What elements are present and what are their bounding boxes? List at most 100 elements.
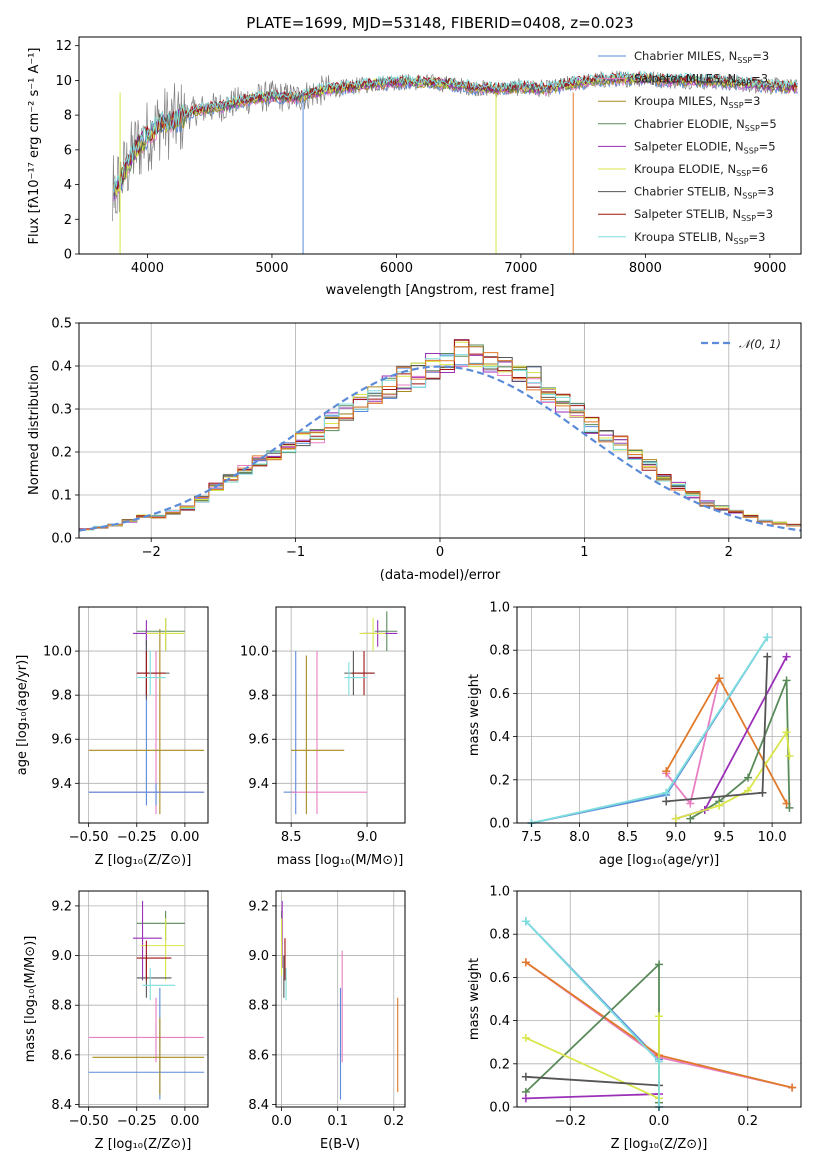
residuals-xlabel: (data-model)/error bbox=[380, 568, 501, 583]
legend-label-sub: SSP bbox=[745, 124, 760, 133]
mass-weight-vs-age-panel: 7.5 8.0 8.5 9.0 9.5 10.0 0.0 0.2 0.4 0.6 0.8 1.0 ag… bbox=[467, 601, 802, 868]
tick-label-x: 9.5 bbox=[714, 830, 735, 845]
legend-label-suffix: =3 bbox=[756, 207, 773, 221]
legend-label-sub: SSP bbox=[741, 214, 756, 223]
mass-vs-ebv-panel: 0.0 0.1 0.2 8.4 8.6 8.8 9.0 9.2 E(B-V) bbox=[248, 890, 406, 1152]
legend-label: Salpeter STELIB, NSSP=3 bbox=[634, 207, 773, 223]
tick-label-y: 0.8 bbox=[489, 928, 510, 943]
tick-label-x: 2 bbox=[725, 545, 733, 560]
tick-label-y: 6 bbox=[64, 143, 72, 158]
tick-label-x: −1 bbox=[286, 545, 305, 560]
legend-label-suffix: =6 bbox=[751, 162, 768, 176]
mw-z-xlabel: Z [log₁₀(Z/Z⊙)] bbox=[611, 1137, 708, 1152]
tick-label-y: 8 bbox=[64, 109, 72, 124]
tick-label-y: 8.8 bbox=[51, 999, 72, 1014]
tick-label-x: 0.0 bbox=[271, 1114, 292, 1129]
histogram-step bbox=[79, 346, 801, 530]
legend-label: Kroupa STELIB, NSSP=3 bbox=[634, 230, 765, 246]
mass-z-xlabel: Z [log₁₀(Z/Z⊙)] bbox=[95, 1137, 192, 1152]
legend-label-sub: SSP bbox=[744, 146, 759, 155]
tick-label-y: 0.2 bbox=[489, 1057, 510, 1072]
tick-label-y: 1.0 bbox=[489, 885, 510, 900]
tick-label-y: 9.0 bbox=[248, 949, 269, 964]
tick-label-y: 8.4 bbox=[248, 1098, 269, 1113]
legend-label: 𝒩(0, 1) bbox=[739, 337, 781, 351]
tick-label-x: 5000 bbox=[255, 261, 288, 276]
tick-label-y: 9.8 bbox=[248, 689, 269, 704]
tick-label-y: 9.4 bbox=[51, 777, 72, 792]
mass-ebv-xlabel: E(B-V) bbox=[320, 1137, 360, 1152]
spectrum-xlabel: wavelength [Angstrom, rest frame] bbox=[326, 283, 555, 298]
age-vs-z-panel: −0.50 −0.25 0.00 9.4 9.6 9.8 10.0 Z [log₁₀(Z/Z… bbox=[15, 606, 209, 868]
tick-label-x: −0.25 bbox=[117, 830, 157, 845]
legend-label: Salpeter ELODIE, NSSP=5 bbox=[634, 139, 776, 155]
tick-label-y: 12 bbox=[55, 39, 72, 54]
spectrum-title: PLATE=1699, MJD=53148, FIBERID=0408, z=0… bbox=[246, 14, 633, 32]
tick-label-y: 9.2 bbox=[248, 899, 269, 914]
legend-label: Chabrier ELODIE, NSSP=5 bbox=[634, 117, 777, 133]
legend-label: Salpeter MILES, NSSP=3 bbox=[634, 72, 768, 88]
tick-label-y: 0.2 bbox=[489, 773, 510, 788]
tick-label-y: 2 bbox=[64, 213, 72, 228]
tick-label-y: 8.6 bbox=[248, 1048, 269, 1063]
legend-label-suffix: =3 bbox=[752, 49, 769, 63]
tick-label-y: 0.6 bbox=[489, 687, 510, 702]
tick-label-x: −0.50 bbox=[69, 830, 109, 845]
tick-label-x: 8.0 bbox=[569, 830, 590, 845]
legend-label-sub: SSP bbox=[737, 56, 752, 65]
tick-label-y: 0 bbox=[64, 248, 72, 263]
spectrum-ylabel: Flux [fλ10⁻¹⁷ erg cm⁻² s⁻¹ A⁻¹] bbox=[27, 48, 42, 245]
spectrum-panel: PLATE=1699, MJD=53148, FIBERID=0408, z=0… bbox=[27, 14, 802, 298]
legend-label-sub: SSP bbox=[729, 101, 744, 110]
legend-label-sub: SSP bbox=[734, 237, 749, 246]
tick-label-y: 9.0 bbox=[51, 949, 72, 964]
tick-label-y: 0.4 bbox=[51, 360, 72, 375]
legend-label-sub: SSP bbox=[742, 192, 757, 201]
tick-label-x: 10.0 bbox=[758, 830, 787, 845]
tick-label-x: 8000 bbox=[629, 261, 662, 276]
tick-label-y: 0.0 bbox=[51, 532, 72, 547]
tick-label-x: 7000 bbox=[504, 261, 537, 276]
tick-label-y: 0.2 bbox=[51, 446, 72, 461]
tick-label-x: 1 bbox=[580, 545, 588, 560]
tick-label-x: −2 bbox=[142, 545, 161, 560]
tick-label-x: −0.2 bbox=[554, 1114, 586, 1129]
residuals-legend: 𝒩(0, 1) bbox=[701, 337, 781, 351]
mass-weight-vs-z-panel: −0.2 0.0 0.2 0.0 0.2 0.4 0.6 0.8 1.0 Z [log₁₀(Z/… bbox=[467, 885, 802, 1152]
tick-label-y: 8.8 bbox=[248, 999, 269, 1014]
tick-label-y: 10.0 bbox=[240, 645, 269, 660]
tick-label-y: 8.6 bbox=[51, 1048, 72, 1063]
tick-label-y: 9.6 bbox=[248, 733, 269, 748]
legend-label: Chabrier MILES, NSSP=3 bbox=[634, 49, 769, 65]
tick-label-y: 0.0 bbox=[489, 1101, 510, 1116]
tick-label-x: 0.00 bbox=[170, 1114, 199, 1129]
legend-label-suffix: =5 bbox=[759, 139, 776, 153]
mw-z-ylabel: mass weight bbox=[467, 958, 482, 1040]
tick-label-x: 9000 bbox=[753, 261, 786, 276]
tick-label-y: 0.6 bbox=[489, 971, 510, 986]
model-line-kroupa-stelib bbox=[113, 70, 798, 193]
tick-label-x: 0.0 bbox=[649, 1114, 670, 1129]
tick-label-x: 0.1 bbox=[327, 1114, 348, 1129]
mass-z-ylabel: mass [log₁₀(M/M⊙)] bbox=[23, 936, 38, 1063]
tick-label-x: −0.50 bbox=[69, 1114, 109, 1129]
legend-label: Chabrier STELIB, NSSP=3 bbox=[634, 185, 774, 201]
tick-label-x: 0.00 bbox=[170, 830, 199, 845]
tick-label-y: 1.0 bbox=[489, 601, 510, 616]
legend-label-sub: SSP bbox=[736, 79, 751, 88]
tick-label-y: 0.3 bbox=[51, 403, 72, 418]
tick-label-y: 0.0 bbox=[489, 817, 510, 832]
residuals-ylabel: Normed distribution bbox=[27, 365, 42, 495]
tick-label-y: 10 bbox=[55, 74, 72, 89]
legend-label-suffix: =3 bbox=[744, 94, 761, 108]
age-vs-mass-panel: 8.5 9.0 9.4 9.6 9.8 10.0 mass [log₁₀(M/M⊙)] bbox=[240, 606, 406, 868]
mass-weight-line bbox=[525, 1093, 660, 1100]
legend-label-suffix: =3 bbox=[751, 72, 768, 86]
spectrum-legend: Chabrier MILES, NSSP=3 Salpeter MILES, NS… bbox=[598, 49, 777, 246]
tick-label-x: 9.0 bbox=[357, 830, 378, 845]
age-z-xlabel: Z [log₁₀(Z/Z⊙)] bbox=[95, 853, 192, 868]
tick-label-y: 9.8 bbox=[51, 689, 72, 704]
tick-label-x: 0.2 bbox=[383, 1114, 404, 1129]
age-z-ylabel: age [log₁₀(age/yr)] bbox=[15, 655, 30, 776]
